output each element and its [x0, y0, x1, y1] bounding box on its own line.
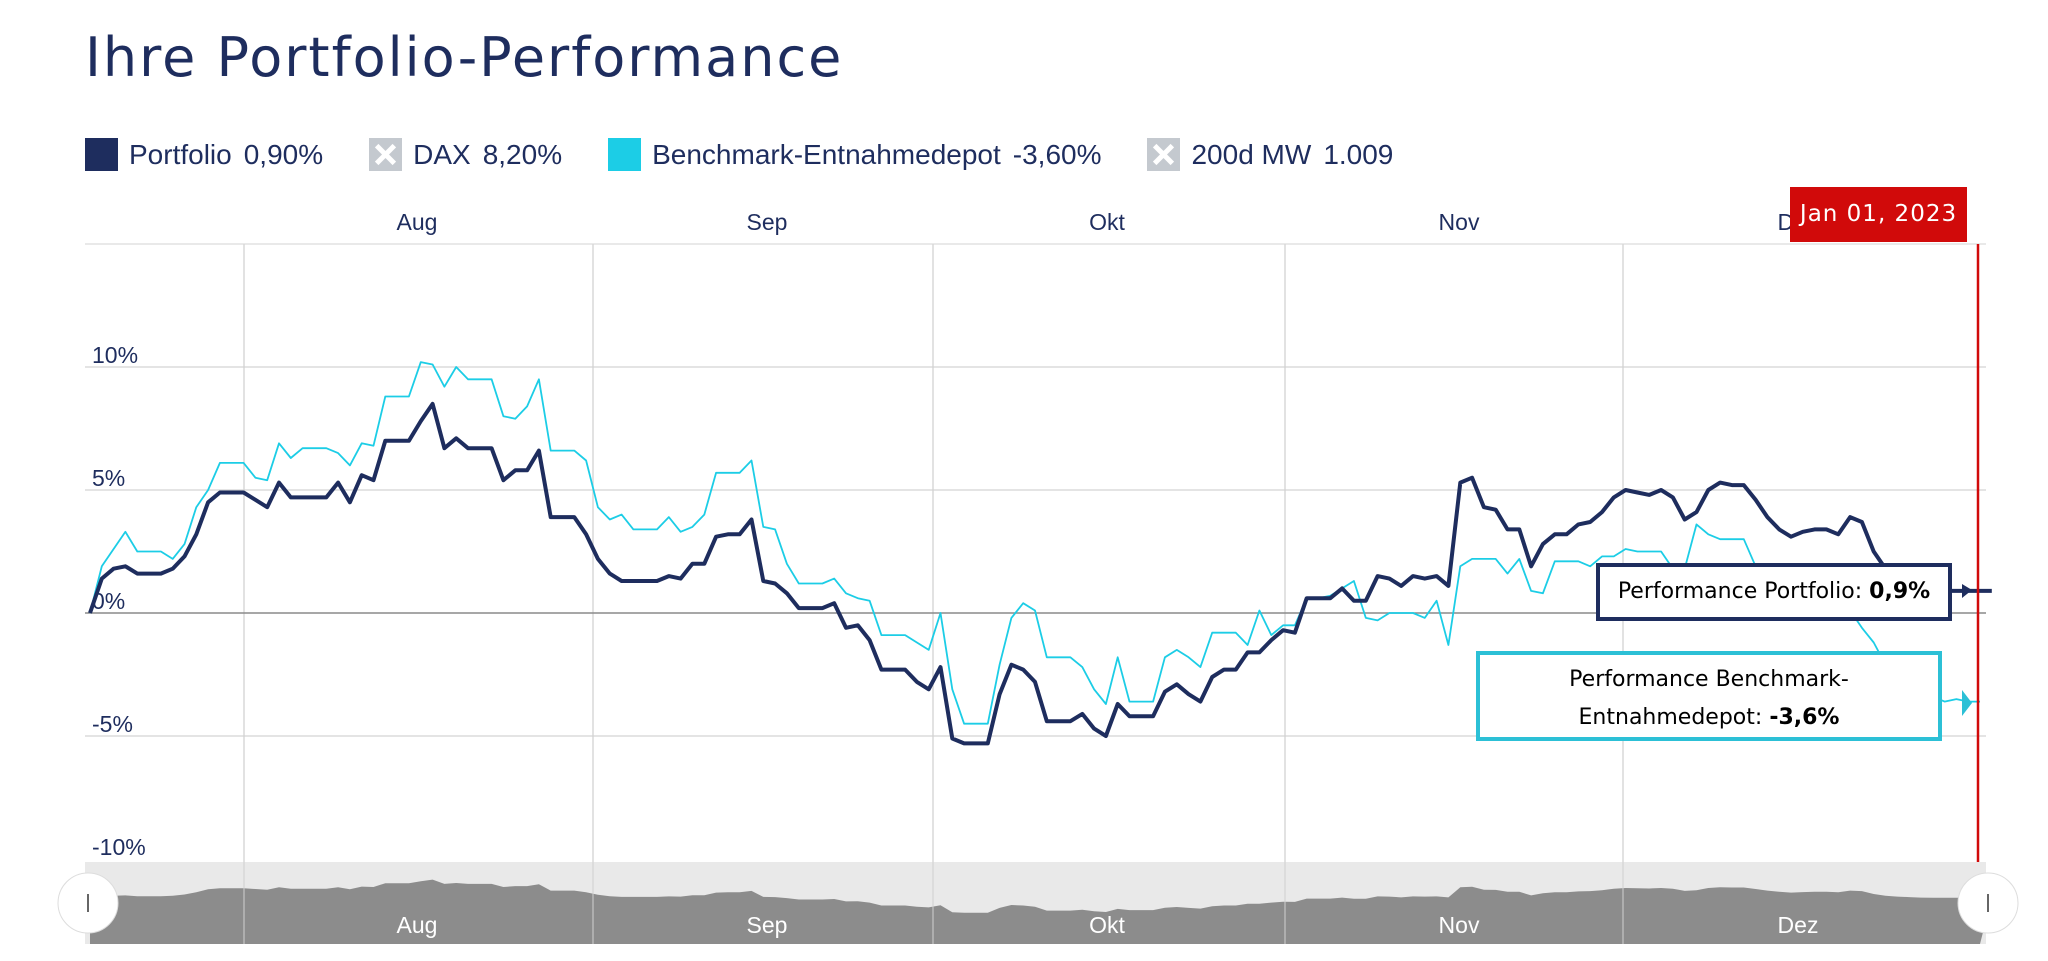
legend-value-200d-mw: 1.009 — [1323, 138, 1394, 170]
legend-label-portfolio: Portfolio — [129, 138, 232, 170]
y-tick-label: 5% — [92, 465, 125, 491]
y-tick-label: 10% — [92, 342, 138, 368]
range-navigator[interactable]: Aug Sep Okt Nov Dez — [57, 862, 2019, 944]
legend-value-dax: 8,20% — [482, 138, 563, 170]
chart-grid — [85, 243, 1986, 862]
legend-item-dax[interactable]: DAX 8,20% — [369, 138, 562, 171]
crosshair-date-tag: Jan 01, 2023 — [1790, 187, 1967, 242]
legend-label-dax: DAX — [413, 138, 471, 170]
chart-legend: Portfolio 0,90% DAX 8,20% Benchmark-Entn… — [85, 138, 1439, 171]
y-axis-labels: 10%5%0%-5%-10% — [92, 342, 146, 860]
legend-value-portfolio: 0,90% — [243, 138, 324, 170]
x-tick-label: Okt — [1089, 209, 1125, 235]
tooltip-portfolio: Performance Portfolio: 0,9% — [1596, 563, 1952, 621]
disabled-x-icon — [1147, 138, 1181, 171]
y-tick-label: -5% — [92, 711, 133, 737]
tooltip-benchmark-value: -3,6% — [1769, 705, 1840, 730]
tooltip-benchmark-label-2: Entnahmedepot: — [1578, 705, 1763, 730]
tooltip-pointer-benchmark — [1962, 690, 1972, 716]
legend-item-200d-mw[interactable]: 200d MW 1.009 — [1147, 138, 1393, 171]
legend-swatch-benchmark — [608, 138, 642, 171]
tooltip-portfolio-value: 0,9% — [1869, 579, 1931, 604]
navigator-label: Sep — [747, 912, 788, 938]
legend-value-benchmark: -3,60% — [1012, 138, 1102, 170]
tooltip-pointer-portfolio — [1962, 584, 1972, 598]
disabled-x-icon — [369, 138, 403, 171]
navigator-area — [90, 879, 1992, 944]
legend-label-benchmark: Benchmark-Entnahmedepot — [652, 138, 1001, 170]
legend-item-portfolio[interactable]: Portfolio 0,90% — [85, 138, 323, 171]
page-title: Ihre Portfolio-Performance — [85, 26, 844, 89]
navigator-label: Dez — [1778, 912, 1819, 938]
series-line-benchmark — [89, 361, 1980, 725]
tooltip-benchmark-label-1: Performance Benchmark- — [1569, 667, 1849, 692]
chart-series — [88, 361, 1992, 746]
legend-item-benchmark[interactable]: Benchmark-Entnahmedepot -3,60% — [608, 138, 1101, 171]
navigator-label: Okt — [1089, 912, 1125, 938]
navigator-label: Nov — [1439, 912, 1480, 938]
x-tick-label: Aug — [397, 209, 438, 235]
legend-label-200d-mw: 200d MW — [1191, 138, 1312, 170]
navigator-label: Aug — [397, 912, 438, 938]
series-line-portfolio — [88, 401, 1992, 746]
x-tick-label: Nov — [1439, 209, 1480, 235]
tooltip-benchmark: Performance Benchmark- Entnahmedepot: -3… — [1476, 651, 1942, 741]
legend-swatch-portfolio — [85, 138, 118, 171]
tooltip-portfolio-label: Performance Portfolio: — [1617, 579, 1863, 604]
x-tick-label: Sep — [747, 209, 788, 235]
crosshair — [1962, 244, 1980, 862]
y-tick-label: -10% — [92, 834, 146, 860]
